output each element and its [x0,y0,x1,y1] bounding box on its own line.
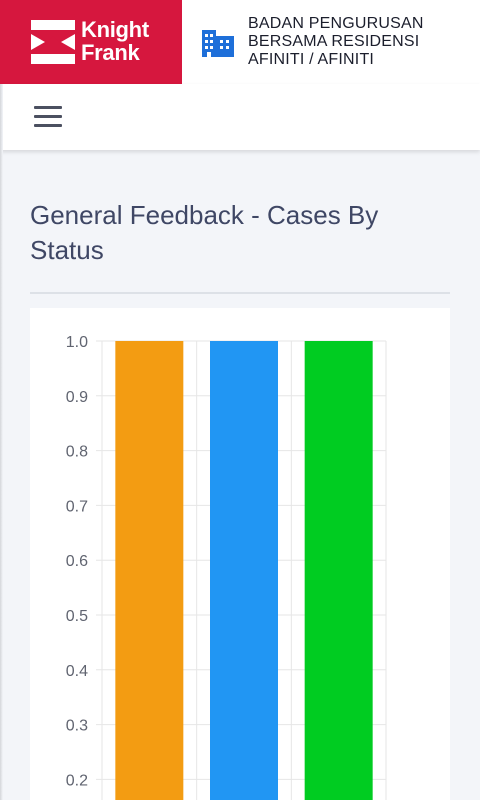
cases-by-status-chart: 1.0 0.9 0.8 0.7 0.6 0.5 0.4 0.3 0.2 [66,334,387,800]
organization-name-line3: AFINITI / AFINITI [248,51,375,68]
y-tick-label: 0.8 [66,444,88,461]
brand-name: Knight Frank [81,18,149,64]
bar [304,341,373,800]
building-icon [202,30,234,57]
bar [210,341,278,800]
knight-frank-logo-mark [31,20,75,64]
organization-name-line1: BADAN PENGURUSAN [248,15,424,32]
page-title: General Feedback - Cases By Status [30,200,379,265]
hamburger-menu-icon[interactable] [34,106,62,128]
y-tick-label: 0.3 [66,718,88,735]
organization-name: BADAN PENGURUSAN BERSAMA RESIDENSI AFINI… [248,15,473,69]
y-tick-label: 0.2 [66,772,88,789]
y-tick-label: 0.6 [66,553,88,570]
left-edge-shadow [0,84,3,800]
title-divider [30,292,450,294]
y-tick-label: 1.0 [66,334,88,351]
y-tick-label: 0.4 [66,663,88,680]
organization-name-line2: BERSAMA RESIDENSI [248,33,420,50]
chart-card: 1.0 0.9 0.8 0.7 0.6 0.5 0.4 0.3 0.2 [30,308,450,800]
brand-name-line2: Frank [81,40,140,65]
y-tick-label: 0.5 [66,608,88,625]
brand-logo[interactable]: Knight Frank [0,0,182,84]
brand-name-line1: Knight [81,17,149,42]
y-tick-label: 0.9 [66,389,88,406]
y-tick-label: 0.7 [66,498,88,515]
bar [115,341,184,800]
nav-bar [0,84,480,150]
top-bar: Knight Frank BADAN PENGURUSAN BERSAMA RE… [0,0,480,84]
